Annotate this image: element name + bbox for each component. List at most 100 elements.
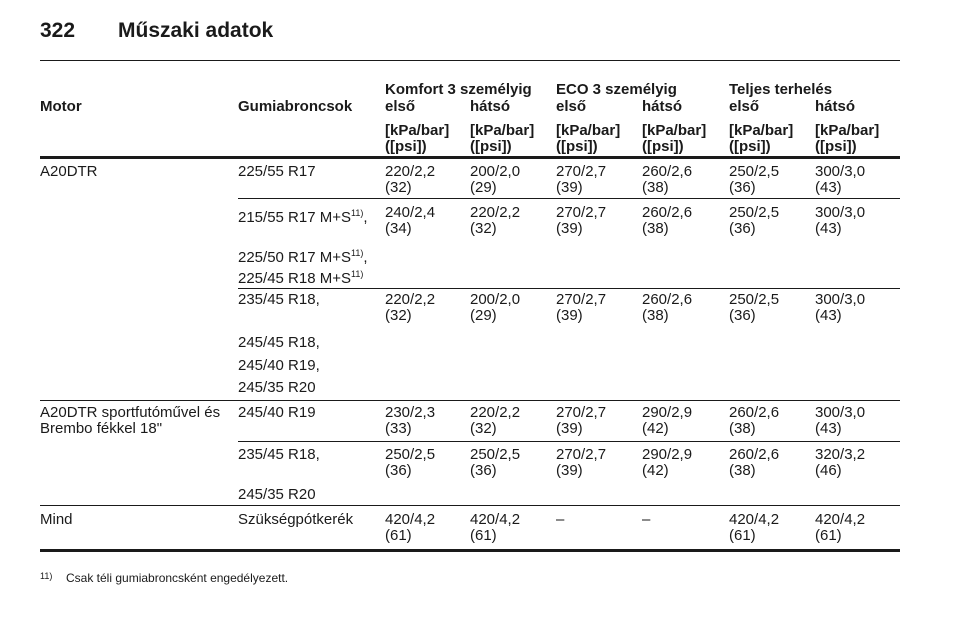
pressure: (43) [815, 179, 842, 196]
pressure: (36) [729, 307, 756, 324]
pressure: (61) [729, 527, 756, 544]
tire-size: 225/55 R17 [238, 163, 316, 180]
tire: 225/55 R17 [238, 164, 316, 180]
pressure: 250/2,5 [385, 446, 436, 463]
tire-size: 245/35 R20 [238, 379, 316, 396]
tire-sep: , [363, 209, 368, 226]
pressure: 420/4,2 [470, 511, 521, 528]
pressure: (39) [556, 179, 583, 196]
tire: 225/45 R18 M+S11) [238, 266, 363, 287]
column-header: Motor [40, 98, 82, 115]
pressure: (42) [642, 462, 669, 479]
pressure: 230/2,3 [385, 404, 436, 421]
unit-header: [kPa/bar] [729, 122, 794, 139]
tire: 245/40 R19 [238, 405, 316, 421]
column-header: hátsó [815, 98, 856, 115]
unit-header: ([psi]) [729, 138, 771, 155]
pressure: (61) [815, 527, 842, 544]
tire-size: Szükségpótkerék [238, 511, 354, 528]
pressure: (32) [470, 420, 497, 437]
pressure: 260/2,6 [642, 204, 693, 221]
pressure: 300/3,0 [815, 291, 866, 308]
page-title: Műszaki adatok [118, 19, 274, 42]
group-header: Komfort 3 személyig [385, 81, 532, 98]
pressure: 260/2,6 [642, 163, 693, 180]
pressure: 220/2,2 [470, 404, 521, 421]
tire-size: 215/55 R17 M+S [238, 209, 351, 226]
pressure: 260/2,6 [729, 446, 780, 463]
rule [40, 156, 900, 159]
pressure: (38) [729, 420, 756, 437]
rule [40, 60, 900, 61]
unit-header: [kPa/bar] [385, 122, 450, 139]
rule [238, 441, 900, 442]
pressure: (38) [642, 220, 669, 237]
footnote-ref: 11) [351, 248, 364, 258]
rule [40, 549, 900, 552]
column-header: első [385, 98, 416, 115]
tire-size: 245/40 R19 [238, 404, 316, 421]
pressure: 200/2,0 [470, 163, 521, 180]
pressure: 300/3,0 [815, 163, 866, 180]
pressure: 270/2,7 [556, 404, 607, 421]
tire: 235/45 R18, [238, 447, 320, 463]
tire-sep: , [363, 249, 368, 266]
pressure: (43) [815, 220, 842, 237]
pressure: (32) [385, 307, 412, 324]
pressure: 270/2,7 [556, 163, 607, 180]
pressure: 260/2,6 [729, 404, 780, 421]
tire: 245/35 R20 [238, 487, 316, 503]
pressure: (29) [470, 307, 497, 324]
column-header: első [729, 98, 760, 115]
unit-header: ([psi]) [642, 138, 684, 155]
group-header: ECO 3 személyig [556, 81, 677, 98]
column-header: Gumiabroncsok [238, 98, 353, 115]
tire: 245/45 R18, [238, 335, 320, 351]
tire-size: 245/45 R18, [238, 334, 320, 351]
tire: 245/40 R19, [238, 358, 320, 374]
pressure: (32) [385, 179, 412, 196]
pressure: 250/2,5 [729, 291, 780, 308]
pressure: 270/2,7 [556, 446, 607, 463]
pressure: (36) [385, 462, 412, 479]
unit-header: ([psi]) [815, 138, 857, 155]
pressure: 250/2,5 [729, 204, 780, 221]
tire-size: 235/45 R18, [238, 446, 320, 463]
pressure: 290/2,9 [642, 446, 693, 463]
pressure: (43) [815, 420, 842, 437]
pressure: (34) [385, 220, 412, 237]
tire-size: 225/50 R17 M+S [238, 249, 351, 266]
pressure: (32) [470, 220, 497, 237]
footnote-mark: 11) [40, 571, 53, 581]
tire: 235/45 R18, [238, 292, 320, 308]
pressure: 250/2,5 [470, 446, 521, 463]
pressure: 420/4,2 [815, 511, 866, 528]
page-number: 322 [40, 19, 76, 42]
tire: 245/35 R20 [238, 380, 316, 396]
unit-header: ([psi]) [556, 138, 598, 155]
pressure: 220/2,2 [385, 163, 436, 180]
pressure: (43) [815, 307, 842, 324]
unit-header: ([psi]) [385, 138, 427, 155]
rule [40, 400, 900, 401]
pressure: – [642, 511, 651, 528]
pressure: (61) [385, 527, 412, 544]
unit-header: [kPa/bar] [642, 122, 707, 139]
tire-size: 225/45 R18 M+S [238, 270, 351, 287]
pressure: – [556, 511, 565, 528]
pressure: (39) [556, 307, 583, 324]
pressure: (39) [556, 462, 583, 479]
pressure: (29) [470, 179, 497, 196]
pressure: (46) [815, 462, 842, 479]
rule [238, 288, 900, 289]
unit-header: [kPa/bar] [556, 122, 621, 139]
pressure: (36) [470, 462, 497, 479]
column-header: hátsó [470, 98, 511, 115]
pressure: (36) [729, 220, 756, 237]
tire-size: 235/45 R18, [238, 291, 320, 308]
pressure: 290/2,9 [642, 404, 693, 421]
pressure: 200/2,0 [470, 291, 521, 308]
motor: A20DTR [40, 163, 98, 180]
unit-header: [kPa/bar] [470, 122, 535, 139]
